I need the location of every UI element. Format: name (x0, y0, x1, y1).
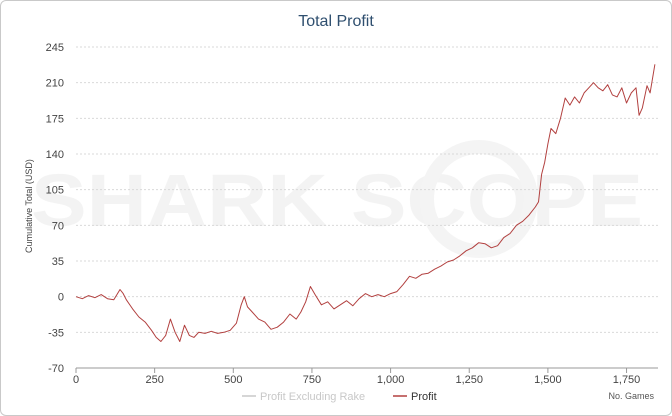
x-tick-label: 1,000 (377, 374, 405, 386)
x-tick-label: 1,500 (534, 374, 562, 386)
legend: Profit Excluding Rake Profit (242, 391, 437, 403)
profit-series-line (75, 64, 656, 342)
x-axis-title: No. Games (608, 391, 654, 401)
watermark-scope-icon (420, 140, 538, 258)
y-tick-label: 175 (46, 113, 64, 125)
y-tick-label: 210 (46, 78, 64, 90)
y-tick-label: 0 (58, 292, 64, 304)
chart-title: Total Profit (298, 13, 374, 30)
legend-item-profit-excluding-rake[interactable]: Profit Excluding Rake (242, 391, 365, 403)
y-tick-label: 70 (52, 220, 64, 232)
y-tick-label: -70 (48, 363, 64, 375)
legend-item-profit[interactable]: Profit (393, 391, 437, 403)
x-tick-label: 0 (73, 374, 79, 386)
legend-label-profit-excluding-rake: Profit Excluding Rake (260, 391, 365, 403)
y-tick-label: 140 (46, 149, 64, 161)
watermark-text: SHARK SCOPE (31, 159, 643, 242)
legend-label-profit: Profit (411, 391, 437, 403)
y-axis-title: Cumulative Total (USD) (24, 159, 34, 253)
x-tick-label: 250 (145, 374, 163, 386)
y-tick-label: -35 (48, 327, 64, 339)
y-tick-label: 35 (52, 256, 64, 268)
x-tick-label: 500 (224, 374, 242, 386)
x-tick-label: 1,250 (455, 374, 483, 386)
y-tick-label: 245 (46, 42, 64, 54)
x-tick-label: 750 (303, 374, 321, 386)
axes: -70 -35 0 35 70 105 140 175 210 245 0 250 500 750 1,00… (46, 42, 658, 386)
x-tick-label: 1,750 (613, 374, 641, 386)
watermark: SHARK SCOPE (31, 140, 643, 258)
series-layer (75, 64, 656, 342)
y-tick-label: 105 (46, 185, 64, 197)
